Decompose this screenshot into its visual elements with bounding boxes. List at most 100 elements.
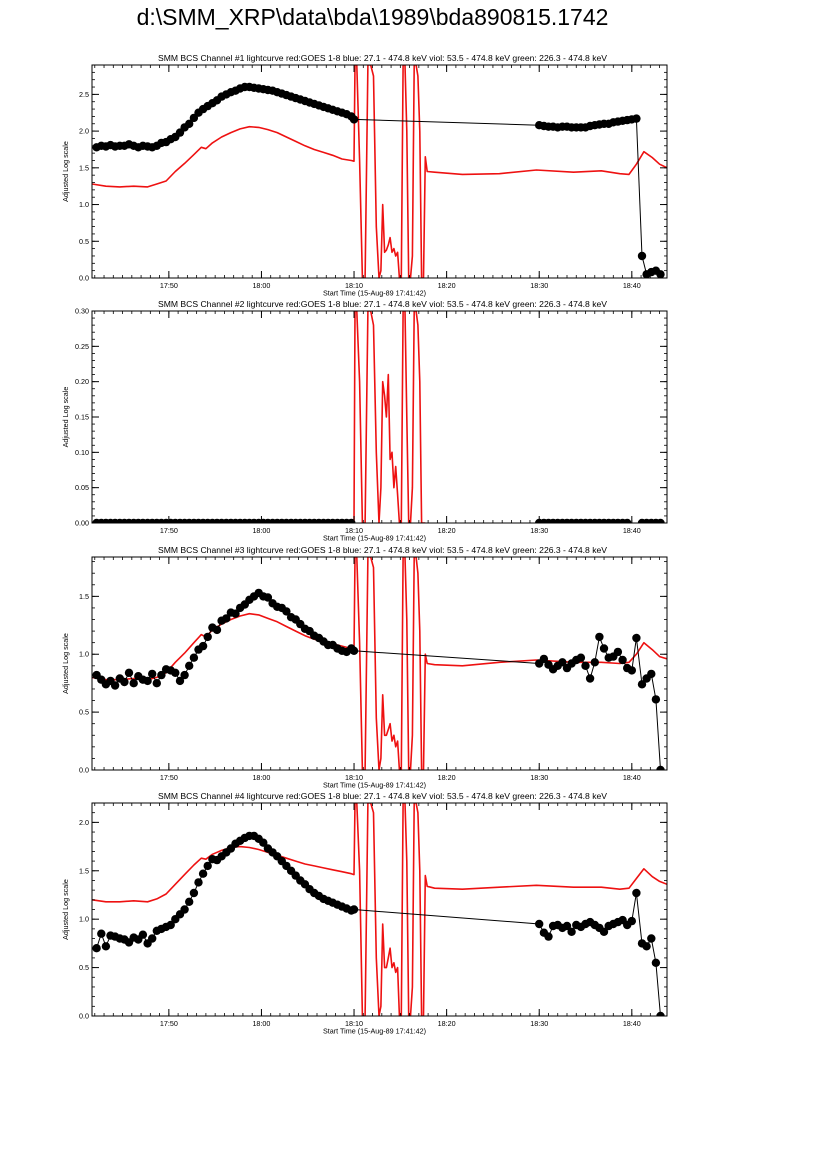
x-tick-label: 17:50 [160, 526, 178, 535]
bcs-data-point [185, 661, 194, 670]
bcs-data-point [599, 644, 609, 653]
bcs-data-point [632, 114, 641, 123]
plot-frame [91, 64, 668, 279]
y-tick-label: 0.5 [79, 963, 89, 972]
chart-title: SMM BCS Channel #3 lightcurve red:GOES 1… [158, 545, 607, 555]
plot-frame [91, 802, 668, 1017]
bcs-data-point [613, 647, 623, 657]
bcs-data-point [212, 625, 222, 635]
y-tick-label: 1.5 [79, 592, 89, 601]
bcs-data-point [171, 668, 180, 677]
x-tick-label: 18:40 [623, 526, 641, 535]
plot-frame [91, 310, 668, 524]
goes-curve-line [92, 65, 667, 278]
bcs-data-point [180, 905, 189, 914]
bcs-data-point [189, 888, 199, 898]
y-tick-label: 2.0 [79, 818, 89, 827]
bcs-data-point [627, 916, 636, 926]
bcs-data-point [198, 869, 208, 878]
bcs-data-point [623, 518, 632, 523]
bcs-data-point [656, 1011, 665, 1016]
bcs-data-point [576, 653, 586, 662]
bcs-data-point [185, 119, 194, 128]
x-axis-label: Start Time (15-Aug-89 17:41:42) [323, 1027, 426, 1036]
x-axis-label: Start Time (15-Aug-89 17:41:42) [323, 781, 426, 790]
bcs-data-point [656, 765, 665, 770]
x-tick-label: 18:20 [438, 1019, 456, 1028]
x-tick-label: 18:00 [252, 281, 270, 290]
y-tick-label: 1.0 [79, 200, 89, 209]
x-tick-label: 18:20 [438, 526, 456, 535]
y-tick-label: 0.5 [79, 237, 89, 246]
plot-area [92, 311, 665, 523]
bcs-data-point [203, 632, 212, 642]
bcs-data-point [632, 888, 641, 898]
bcs-data-point [185, 897, 194, 906]
bcs-data-point [349, 646, 359, 655]
bcs-data-point [349, 115, 359, 124]
y-axis-label: Adjusted Log scale [61, 879, 70, 940]
bcs-connect-line [96, 86, 661, 276]
x-tick-label: 18:20 [438, 773, 456, 782]
y-tick-label: 0.05 [75, 483, 89, 492]
x-tick-label: 18:30 [530, 1019, 548, 1028]
bcs-data-point [595, 632, 604, 642]
chart-panel-3: SMM BCS Channel #3 lightcurve red:GOES 1… [61, 545, 668, 790]
bcs-data-point [97, 929, 106, 938]
bcs-data-point [651, 695, 661, 704]
bcs-data-point [637, 680, 647, 689]
x-tick-label: 18:40 [623, 281, 641, 290]
y-tick-label: 0.15 [75, 413, 89, 422]
page-title: d:\SMM_XRP\data\bda\1989\bda890815.1742 [136, 4, 609, 30]
bcs-data-point [282, 607, 291, 616]
x-tick-label: 18:30 [530, 281, 548, 290]
bcs-data-point [152, 679, 161, 688]
x-tick-label: 18:10 [345, 526, 363, 535]
bcs-data-point [222, 614, 231, 623]
chart-panel-1: SMM BCS Channel #1 lightcurve red:GOES 1… [61, 53, 668, 298]
chart-title: SMM BCS Channel #4 lightcurve red:GOES 1… [158, 791, 607, 801]
goes-curve-line [92, 557, 667, 770]
y-tick-label: 0.0 [79, 766, 89, 775]
x-tick-label: 18:10 [345, 773, 363, 782]
goes-curve-line [353, 311, 426, 523]
bcs-data-point [148, 669, 157, 679]
y-tick-label: 0.00 [75, 519, 89, 528]
y-tick-label: 0.10 [75, 448, 89, 457]
bcs-data-point [349, 905, 359, 914]
bcs-data-point [124, 668, 134, 677]
bcs-data-point [558, 658, 567, 667]
y-axis-label: Adjusted Log scale [61, 387, 70, 448]
x-tick-label: 18:40 [623, 1019, 641, 1028]
bcs-data-point [567, 927, 576, 936]
bcs-data-point [198, 641, 208, 651]
x-tick-label: 17:50 [160, 281, 178, 290]
bcs-data-point [656, 518, 665, 523]
bcs-data-point [157, 670, 166, 680]
plot-area [92, 557, 667, 770]
bcs-data-point [231, 609, 240, 618]
x-tick-label: 18:00 [252, 773, 270, 782]
bcs-data-point [632, 633, 641, 643]
bcs-data-point [347, 518, 356, 523]
y-tick-label: 0.20 [75, 377, 89, 386]
bcs-data-point [581, 661, 590, 670]
bcs-data-point [656, 270, 665, 278]
y-tick-label: 1.0 [79, 650, 89, 659]
bcs-data-point [148, 934, 157, 943]
bcs-data-point [585, 674, 595, 683]
bcs-data-point [101, 942, 111, 951]
y-tick-label: 1.5 [79, 866, 89, 875]
chart-panel-2: SMM BCS Channel #2 lightcurve red:GOES 1… [61, 299, 668, 543]
x-tick-label: 18:20 [438, 281, 456, 290]
bcs-data-point [544, 932, 553, 941]
x-tick-label: 18:00 [252, 526, 270, 535]
bcs-data-point [194, 878, 203, 887]
bcs-data-point [539, 654, 549, 664]
bcs-data-point [590, 658, 599, 667]
x-tick-label: 18:10 [345, 1019, 363, 1028]
plot-area [92, 65, 667, 278]
bcs-data-point [110, 681, 120, 690]
y-tick-label: 1.0 [79, 915, 89, 924]
